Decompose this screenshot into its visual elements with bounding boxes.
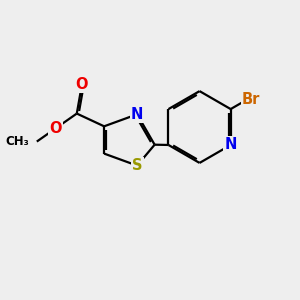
Text: Br: Br — [242, 92, 260, 106]
Text: O: O — [75, 77, 87, 92]
Text: O: O — [49, 122, 62, 136]
Text: N: N — [224, 137, 237, 152]
Text: CH₃: CH₃ — [6, 135, 30, 148]
Text: N: N — [131, 107, 143, 122]
Text: S: S — [132, 158, 142, 173]
